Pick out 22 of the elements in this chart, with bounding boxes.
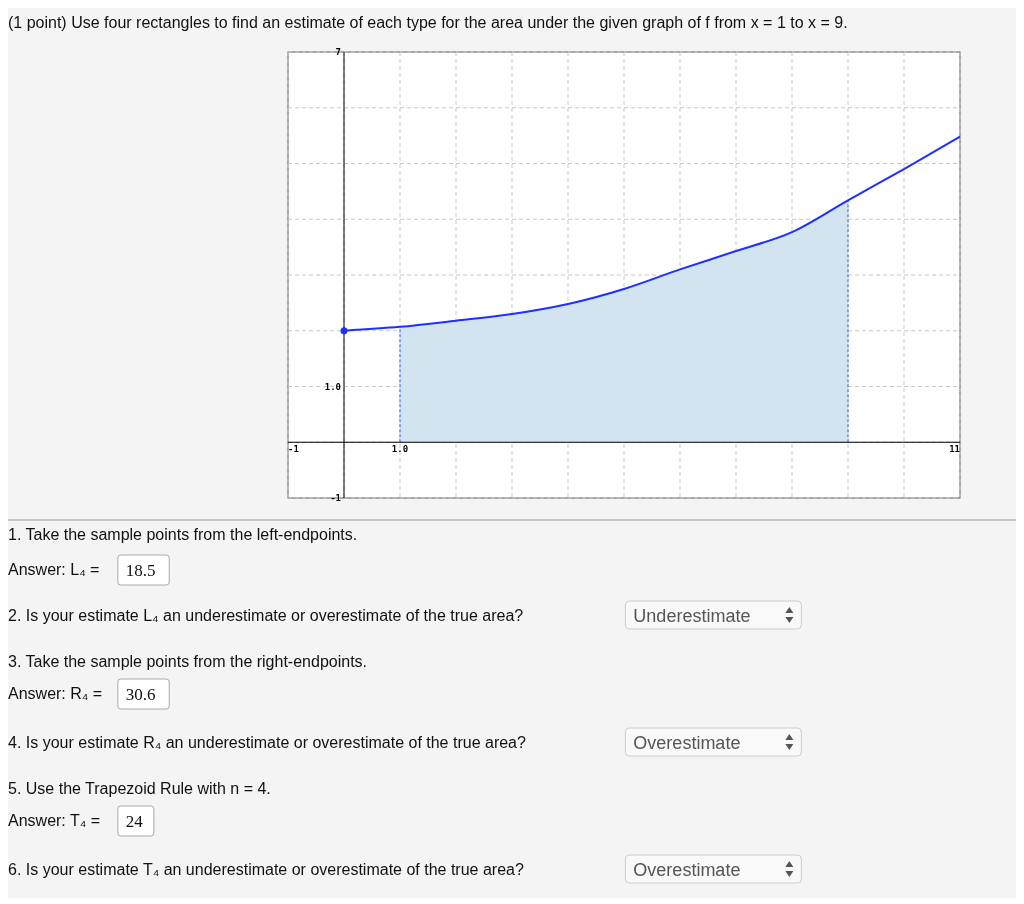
text: 4. Is your estimate R₄ an underestimate or overestimate of the true area? — [8, 734, 526, 751]
text: 18.5 — [125, 561, 156, 580]
text: 6. Is your estimate T₄ an underestimate or overestimate of the true area? — [8, 861, 524, 878]
text: 24 — [125, 812, 144, 831]
text: Underestimate — [633, 606, 751, 626]
y-tick-label: 7 — [335, 47, 341, 57]
text: 30.6 — [125, 685, 156, 704]
text: Answer: L₄ = — [8, 561, 100, 578]
text: Answer: T₄ = — [8, 812, 101, 829]
text: 1. Take the sample points from the left-endpoints. — [8, 526, 358, 543]
x-tick-label: -1 — [288, 444, 299, 455]
text: Answer: R₄ = — [8, 685, 103, 702]
text: Overestimate — [633, 860, 741, 880]
text: 2. Is your estimate L₄ an underestimate or overestimate of the true area? — [8, 607, 524, 624]
x-tick-label: 1.0 — [391, 444, 409, 455]
y-tick-label: 1.0 — [324, 381, 341, 392]
text: Overestimate — [633, 733, 741, 753]
text: 5. Use the Trapezoid Rule with n = 4. — [8, 780, 271, 797]
x-tick-label: 11 — [949, 444, 960, 455]
y-tick-label: -1 — [330, 493, 341, 503]
text: 3. Take the sample points from the right-endpoints. — [8, 653, 368, 670]
chart-title: (1 point) Use four rectangles to find an estimate of each type for the area under the given graph of f from x = 1 to x = 9. — [8, 14, 848, 31]
